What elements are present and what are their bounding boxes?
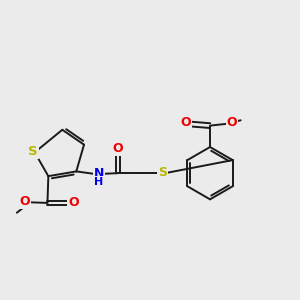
- Text: N: N: [94, 167, 104, 180]
- Text: O: O: [180, 116, 191, 130]
- Text: O: O: [20, 195, 30, 208]
- Text: O: O: [112, 142, 123, 155]
- Text: H: H: [94, 177, 104, 187]
- Text: S: S: [158, 166, 167, 179]
- Text: O: O: [68, 196, 79, 209]
- Text: S: S: [28, 145, 38, 158]
- Text: O: O: [226, 116, 237, 129]
